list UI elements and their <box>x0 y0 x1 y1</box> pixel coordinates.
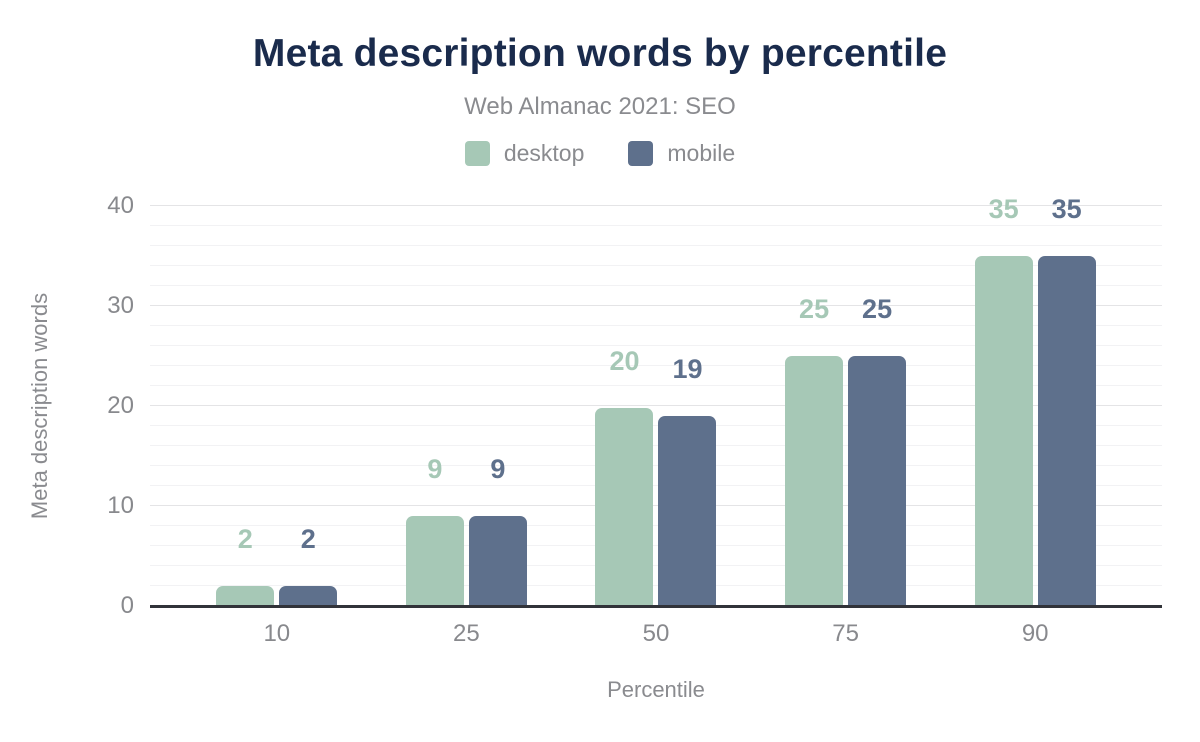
x-axis-title: Percentile <box>607 677 705 702</box>
bar-value-label-mobile: 35 <box>1051 194 1082 224</box>
minor-gridline <box>150 545 1162 546</box>
bar-mobile <box>279 586 338 606</box>
bar-column-mobile: 35 <box>1037 194 1096 606</box>
x-tick-label: 10 <box>263 620 291 647</box>
legend-label: desktop <box>503 140 585 166</box>
chart-subtitle: Web Almanac 2021: SEO <box>464 93 736 120</box>
bar-group-75: 25 25 <box>751 296 941 606</box>
bar-column-desktop: 9 <box>405 454 464 606</box>
bar-mobile <box>848 356 907 606</box>
bar-value-label-desktop: 2 <box>237 524 253 554</box>
bar-column-desktop: 35 <box>974 194 1033 606</box>
legend: desktop mobile <box>0 140 1200 167</box>
bar-column-mobile: 9 <box>468 454 527 606</box>
y-tick-label: 40 <box>107 192 134 219</box>
y-tick-label: 0 <box>120 592 134 619</box>
major-gridline <box>150 305 1162 306</box>
legend-item-desktop: desktop <box>464 140 585 167</box>
minor-gridline <box>150 285 1162 286</box>
bar-value-label-mobile: 9 <box>490 454 506 484</box>
bar-column-desktop: 2 <box>216 524 275 606</box>
minor-gridline <box>150 345 1162 346</box>
minor-gridline <box>150 465 1162 466</box>
minor-gridline <box>150 425 1162 426</box>
minor-gridline <box>150 385 1162 386</box>
minor-gridline <box>150 245 1162 246</box>
minor-gridline <box>150 365 1162 366</box>
x-tick-label: 50 <box>642 620 670 647</box>
bar-value-label-desktop: 25 <box>799 294 830 324</box>
bar-mobile <box>658 416 717 606</box>
bar-desktop <box>595 408 654 606</box>
chart-title: Meta description words by percentile <box>252 32 948 75</box>
y-tick-label: 10 <box>107 492 134 519</box>
bar-value-label-mobile: 19 <box>672 354 703 384</box>
minor-gridline <box>150 485 1162 486</box>
bar-column-mobile: 25 <box>848 294 907 606</box>
minor-gridline <box>150 525 1162 526</box>
legend-label: mobile <box>667 140 736 166</box>
y-axis-ticks: 0 10 20 30 40 <box>0 194 134 618</box>
bar-column-mobile: 19 <box>658 354 717 606</box>
x-tick-label: 25 <box>453 620 480 647</box>
bar-desktop <box>785 356 844 606</box>
y-tick-label: 30 <box>107 292 134 319</box>
minor-gridline <box>150 445 1162 446</box>
bar-group-90: 35 35 <box>940 196 1130 606</box>
y-tick-label: 20 <box>107 392 134 419</box>
x-axis-ticks: 10 25 50 75 90 <box>150 620 1162 648</box>
minor-gridline <box>150 325 1162 326</box>
bar-desktop <box>974 256 1033 606</box>
bar-mobile <box>1037 256 1096 606</box>
bar-value-label-mobile: 2 <box>300 524 316 554</box>
minor-gridline <box>150 565 1162 566</box>
bar-value-label-desktop: 9 <box>427 454 443 484</box>
x-tick-label: 75 <box>832 620 859 647</box>
legend-swatch-mobile-icon <box>628 141 654 166</box>
bar-desktop <box>405 516 464 606</box>
bar-desktop <box>216 586 275 606</box>
minor-gridline <box>150 585 1162 586</box>
bar-group-50: 20 19 <box>561 348 751 606</box>
legend-swatch-desktop-icon <box>464 141 490 166</box>
bar-mobile <box>468 516 527 606</box>
x-axis-line <box>150 605 1162 608</box>
bar-value-label-mobile: 25 <box>862 294 893 324</box>
bar-column-desktop: 20 <box>595 346 654 606</box>
x-tick-label: 90 <box>1021 620 1049 647</box>
major-gridline <box>150 505 1162 506</box>
bar-column-mobile: 2 <box>279 524 338 606</box>
major-gridline <box>150 205 1162 206</box>
y-axis-title: Meta description words <box>27 292 52 520</box>
minor-gridline <box>150 225 1162 226</box>
bar-value-label-desktop: 20 <box>609 346 640 376</box>
bar-column-desktop: 25 <box>785 294 844 606</box>
minor-gridline <box>150 265 1162 266</box>
legend-item-mobile: mobile <box>628 140 735 167</box>
major-gridline <box>150 405 1162 406</box>
bars-row: 2 2 9 9 20 19 25 25 35 35 <box>150 196 1162 606</box>
bar-value-label-desktop: 35 <box>988 194 1019 224</box>
plot-area: 2 2 9 9 20 19 25 25 35 35 <box>150 196 1162 608</box>
